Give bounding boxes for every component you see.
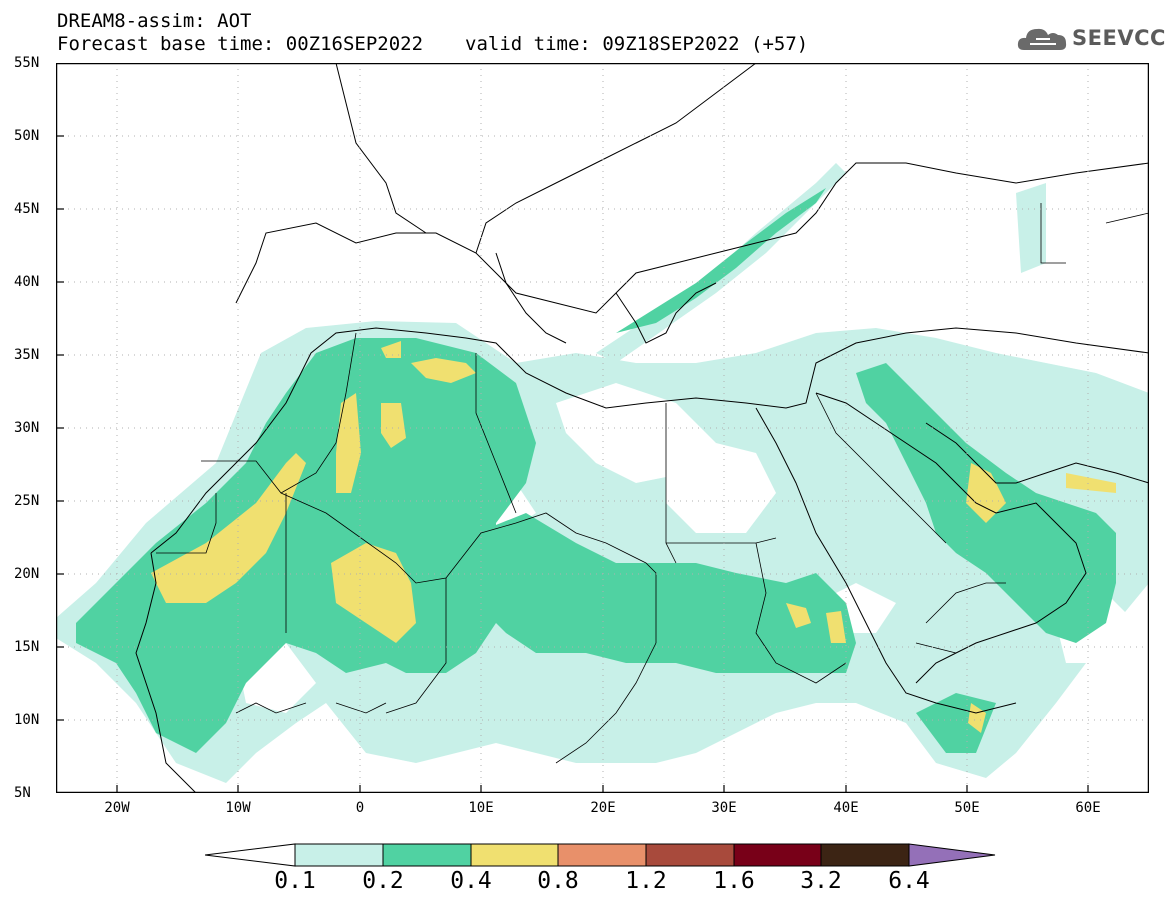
lat-label-35n: 35N — [14, 347, 40, 363]
cloud-icon — [1017, 28, 1067, 50]
colorbar-label-0.2: 0.2 — [362, 868, 404, 894]
lon-label-40e: 40E — [833, 800, 859, 816]
colorbar-label-1.2: 1.2 — [625, 868, 667, 894]
base-time: Forecast base time: 00Z16SEP2022 — [57, 33, 424, 55]
lat-label-45n: 45N — [14, 201, 40, 217]
lat-label-20n: 20N — [14, 566, 40, 582]
colorbar-label-0.4: 0.4 — [450, 868, 492, 894]
colorbar — [205, 843, 996, 867]
lon-label-50e: 50E — [954, 800, 980, 816]
colorbar-label-6.4: 6.4 — [888, 868, 930, 894]
lon-label-30e: 30E — [711, 800, 737, 816]
lon-label-10e: 10E — [468, 800, 494, 816]
lat-label-30n: 30N — [14, 420, 40, 436]
colorbar-arrow-high — [908, 843, 996, 867]
country-borders — [156, 203, 1149, 764]
colorbar-bin-6 — [733, 843, 822, 867]
lat-label-5n: 5N — [14, 785, 31, 801]
colorbar-bin-2 — [382, 843, 472, 867]
lon-label-0: 0 — [355, 800, 365, 816]
lat-label-40n: 40N — [14, 274, 40, 290]
lon-label-60e: 60E — [1075, 800, 1101, 816]
lon-label-10w: 10W — [225, 800, 251, 816]
valid-time: valid time: 09Z18SEP2022 (+57) — [465, 33, 809, 55]
aot-band-0.4-0.8 — [151, 341, 1116, 733]
coastlines — [135, 63, 1149, 793]
colorbar-arrow-low — [205, 843, 296, 867]
colorbar-label-3.2: 3.2 — [800, 868, 842, 894]
lat-label-55n: 55N — [14, 55, 40, 71]
forecast-times: Forecast base time: 00Z16SEP2022 valid ti… — [57, 33, 808, 55]
map-title: DREAM8-assim: AOT — [57, 10, 252, 32]
graticule — [56, 63, 1149, 793]
colorbar-label-1.6: 1.6 — [713, 868, 755, 894]
seevccc-logo: SEEVCCC — [1016, 22, 1165, 58]
aot-map — [56, 63, 1149, 793]
colorbar-label-0.8: 0.8 — [537, 868, 579, 894]
colorbar-bin-5 — [645, 843, 735, 867]
lat-label-50n: 50N — [14, 128, 40, 144]
colorbar-bin-4 — [557, 843, 647, 867]
lon-label-20w: 20W — [104, 800, 130, 816]
colorbar-bin-7 — [820, 843, 910, 867]
logo-text: SEEVCCC — [1072, 26, 1165, 50]
axis-ticks — [56, 135, 1089, 793]
lat-label-25n: 25N — [14, 493, 40, 509]
lat-label-15n: 15N — [14, 639, 40, 655]
colorbar-bin-3 — [470, 843, 559, 867]
colorbar-label-0.1: 0.1 — [274, 868, 316, 894]
colorbar-bin-1 — [294, 843, 384, 867]
lon-label-20e: 20E — [590, 800, 616, 816]
lat-label-10n: 10N — [14, 712, 40, 728]
